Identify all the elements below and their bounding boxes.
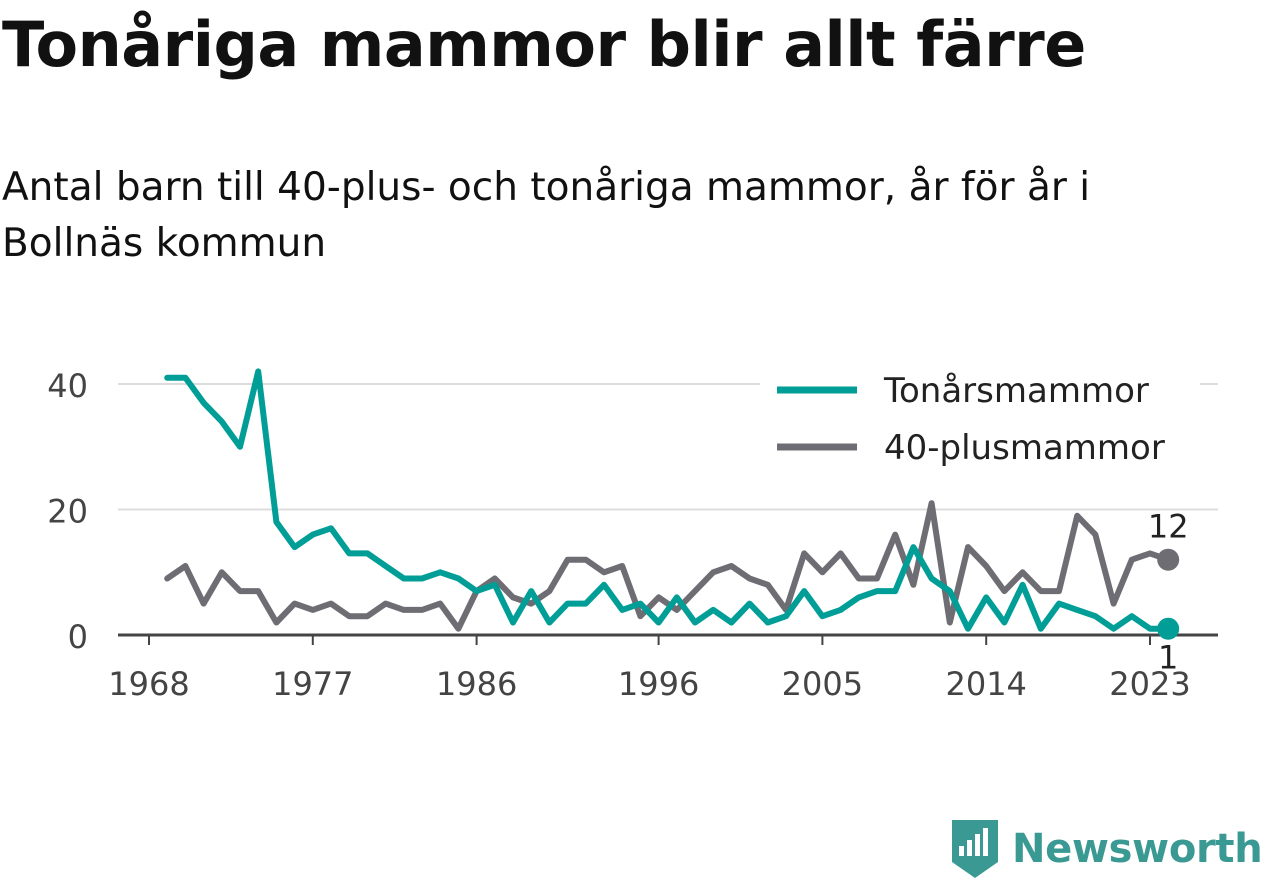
chart-title: Tonåriga mammor blir allt färre xyxy=(2,8,1086,81)
brand-logo: Newsworthy xyxy=(950,818,1262,880)
y-tick-label: 40 xyxy=(47,367,88,405)
brand-name: Newsworthy xyxy=(1012,826,1262,872)
x-tick-label: 2023 xyxy=(1109,665,1190,703)
x-tick-label: 1986 xyxy=(436,665,517,703)
x-tick-label: 1996 xyxy=(618,665,699,703)
end-point xyxy=(1157,548,1180,571)
y-tick-label: 20 xyxy=(47,493,88,531)
y-tick-label: 0 xyxy=(68,618,88,656)
series-line xyxy=(164,500,1172,632)
x-tick-label: 2014 xyxy=(945,665,1026,703)
x-tick-label: 1968 xyxy=(108,665,189,703)
legend-label: 40-plusmammor xyxy=(884,428,1165,468)
end-value-label: 12 xyxy=(1148,508,1189,546)
x-tick-label: 1977 xyxy=(272,665,353,703)
end-value-label: 1 xyxy=(1158,639,1178,677)
newsworthy-logo-icon xyxy=(952,820,998,878)
chart-subtitle: Antal barn till 40-plus- och tonåriga ma… xyxy=(2,165,1091,266)
legend-label: Tonårsmammor xyxy=(883,371,1149,411)
series-line xyxy=(164,368,1172,632)
end-point xyxy=(1157,617,1180,640)
legend-background xyxy=(760,360,1200,475)
x-tick-label: 2005 xyxy=(782,665,863,703)
